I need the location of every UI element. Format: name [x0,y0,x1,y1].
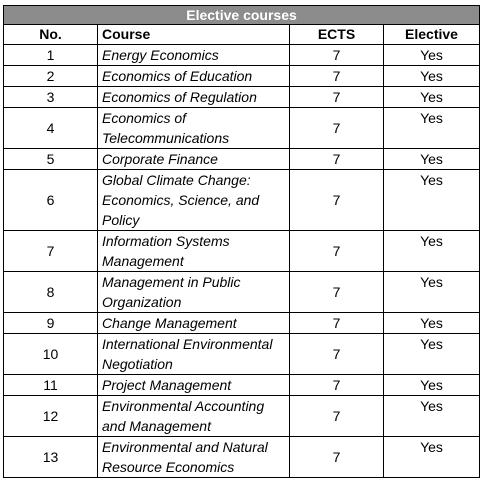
table-header-row: No. Course ECTS Elective [3,24,480,45]
table-row: 8 Management in Public Organization 7 Ye… [3,271,480,313]
ects-value: 7 [289,436,384,478]
table-row: 9 Change Management 7 Yes [3,312,480,334]
row-number: 7 [3,230,98,272]
header-elective: Elective [382,24,480,45]
table-row: 4 Economics of Telecommunications 7 Yes [3,107,480,149]
course-name: Environmental and Natural Resource Econo… [97,436,290,478]
row-number: 8 [3,271,98,313]
table-row: 12 Environmental Accounting and Manageme… [3,395,480,437]
table-title-row: Elective courses [2,5,480,25]
course-name: Information Systems Management [97,230,290,272]
ects-value: 7 [289,333,384,375]
ects-value: 7 [289,230,384,272]
course-name: Economics of Telecommunications [97,107,290,149]
elective-value: Yes [382,436,480,478]
table-row: 1 Energy Economics 7 Yes [3,44,480,66]
row-number: 6 [3,169,98,231]
row-number: 10 [3,333,98,375]
ects-value: 7 [289,65,384,87]
ects-value: 7 [289,312,384,334]
table-row: 7 Information Systems Management 7 Yes [3,230,480,272]
elective-value: Yes [382,148,480,170]
row-number: 13 [3,436,98,478]
ects-value: 7 [289,148,384,170]
row-number: 12 [3,395,98,437]
row-number: 1 [3,44,98,66]
course-name: Change Management [97,312,290,334]
course-name: Global Climate Change: Economics, Scienc… [97,169,290,231]
course-name: Corporate Finance [97,148,290,170]
elective-value: Yes [382,333,480,375]
table-row: 11 Project Management 7 Yes [3,374,480,396]
row-number: 5 [3,148,98,170]
row-number: 4 [3,107,98,149]
elective-value: Yes [382,374,480,396]
row-number: 9 [3,312,98,334]
course-name: Environmental Accounting and Management [97,395,290,437]
elective-value: Yes [382,65,480,87]
course-name: International Environmental Negotiation [97,333,290,375]
ects-value: 7 [289,107,384,149]
course-name: Energy Economics [97,44,290,66]
elective-value: Yes [382,86,480,108]
table-title: Elective courses [2,5,480,25]
elective-value: Yes [382,44,480,66]
table-row: 10 International Environmental Negotiati… [3,333,480,375]
elective-value: Yes [382,169,480,231]
course-name: Management in Public Organization [97,271,290,313]
row-number: 2 [3,65,98,87]
row-number: 3 [3,86,98,108]
ects-value: 7 [289,374,384,396]
ects-value: 7 [289,44,384,66]
ects-value: 7 [289,395,384,437]
row-number: 11 [3,374,98,396]
table-row: 5 Corporate Finance 7 Yes [3,148,480,170]
header-ects: ECTS [289,24,384,45]
elective-value: Yes [382,312,480,334]
ects-value: 7 [289,271,384,313]
elective-value: Yes [382,230,480,272]
table-row: 13 Environmental and Natural Resource Ec… [3,436,480,478]
elective-courses-table: Elective courses No. Course ECTS Electiv… [2,5,480,478]
ects-value: 7 [289,86,384,108]
header-course: Course [97,24,290,45]
table-row: 3 Economics of Regulation 7 Yes [3,86,480,108]
header-no: No. [3,24,98,45]
elective-value: Yes [382,107,480,149]
elective-value: Yes [382,395,480,437]
elective-value: Yes [382,271,480,313]
table-row: 2 Economics of Education 7 Yes [3,65,480,87]
ects-value: 7 [289,169,384,231]
course-name: Project Management [97,374,290,396]
course-name: Economics of Regulation [97,86,290,108]
course-name: Economics of Education [97,65,290,87]
table-row: 6 Global Climate Change: Economics, Scie… [3,169,480,231]
